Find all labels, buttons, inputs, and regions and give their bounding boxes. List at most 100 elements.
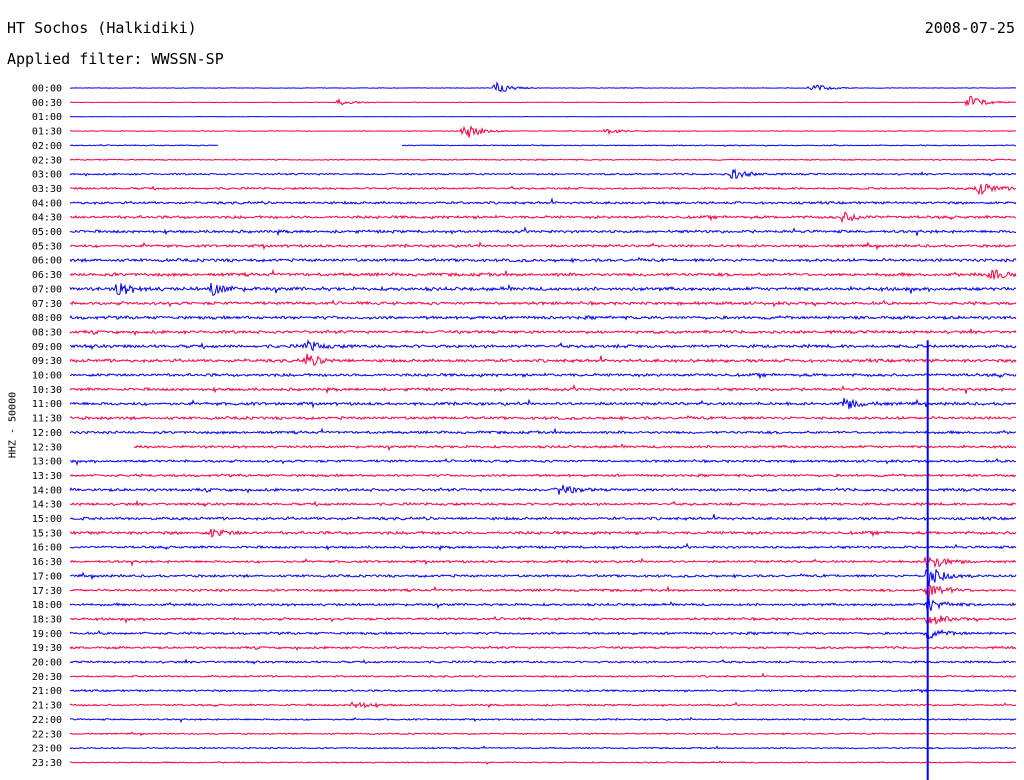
- trace-row-0630: [69, 268, 1017, 280]
- row-label-0100: 01:00: [32, 112, 62, 123]
- row-label-0330: 03:30: [32, 184, 62, 195]
- row-label-2200: 22:00: [32, 715, 62, 726]
- trace-row-2000: [69, 658, 1017, 665]
- filter-label: Applied filter: WWSSN-SP: [7, 50, 224, 68]
- trace-row-0100: [69, 115, 1017, 118]
- trace-row-2230: [69, 731, 1017, 737]
- trace-row-2100: [69, 688, 1017, 694]
- trace-row-0830: [69, 328, 1017, 337]
- row-label-2130: 21:30: [32, 701, 62, 712]
- row-label-2230: 22:30: [32, 729, 62, 740]
- row-label-0030: 00:30: [32, 98, 62, 109]
- row-label-0530: 05:30: [32, 241, 62, 252]
- trace-row-0000: [70, 81, 1017, 93]
- station-title: HT Sochos (Halkidiki): [7, 19, 197, 37]
- row-label-0130: 01:30: [32, 127, 62, 138]
- row-label-1000: 10:00: [32, 371, 62, 382]
- trace-row-1000: [69, 372, 1017, 380]
- trace-row-0730: [69, 299, 1017, 308]
- trace-row-0430: [69, 211, 1017, 224]
- trace-row-0900: [70, 338, 1017, 352]
- row-label-0200: 02:00: [32, 141, 62, 152]
- trace-row-1900: [69, 628, 1016, 640]
- row-label-0900: 09:00: [32, 342, 62, 353]
- row-label-1730: 17:30: [32, 586, 62, 597]
- row-label-1530: 15:30: [32, 528, 62, 539]
- trace-row-2030: [69, 672, 1017, 679]
- trace-row-1200: [69, 427, 1017, 435]
- row-label-0230: 02:30: [32, 155, 62, 166]
- trace-row-0200-seg1: [401, 143, 1016, 148]
- trace-row-2330: [69, 760, 1017, 765]
- row-label-1500: 15:00: [32, 514, 62, 525]
- row-label-1100: 11:00: [32, 399, 62, 410]
- trace-row-1600: [70, 542, 1017, 552]
- trace-row-0800: [69, 314, 1017, 321]
- row-label-0830: 08:30: [32, 327, 62, 338]
- row-label-1900: 19:00: [32, 629, 62, 640]
- row-labels: 00:00 00:30 01:00 01:30 02:00 02:30 03:00 03:30…: [32, 84, 62, 769]
- trace-row-1400: [69, 484, 1017, 495]
- row-label-2000: 20:00: [32, 658, 62, 669]
- row-label-1700: 17:00: [32, 571, 62, 582]
- trace-row-0230: [69, 158, 1017, 162]
- trace-row-1330: [69, 473, 1017, 478]
- row-label-0700: 07:00: [32, 284, 62, 295]
- row-label-1130: 11:30: [32, 414, 62, 425]
- row-label-2300: 23:00: [32, 744, 62, 755]
- trace-row-0130: [69, 124, 1017, 138]
- row-label-1030: 10:30: [32, 385, 62, 396]
- row-label-1300: 13:00: [32, 457, 62, 468]
- trace-row-1730: [69, 584, 1017, 601]
- row-label-2030: 20:30: [32, 672, 62, 683]
- trace-row-0530: [69, 241, 1017, 251]
- row-label-0400: 04:00: [32, 198, 62, 209]
- row-label-0430: 04:30: [32, 213, 62, 224]
- trace-row-1500: [69, 514, 1017, 522]
- trace-row-1800: [69, 598, 1017, 611]
- trace-row-0400: [69, 197, 1017, 206]
- row-label-1330: 13:30: [32, 471, 62, 482]
- trace-rows: [69, 81, 1017, 780]
- trace-row-0500: [69, 226, 1017, 237]
- row-label-1230: 12:30: [32, 442, 62, 453]
- row-label-1600: 16:00: [32, 543, 62, 554]
- trace-row-1430: [69, 499, 1017, 508]
- trace-row-0930: [69, 353, 1017, 366]
- trace-row-2130: [69, 701, 1017, 709]
- trace-row-0200-seg0: [69, 143, 219, 147]
- trace-row-1830: [69, 615, 1017, 625]
- trace-row-0030: [69, 95, 1017, 107]
- row-label-1430: 14:30: [32, 500, 62, 511]
- trace-row-0300: [69, 168, 1017, 180]
- trace-row-1030: [69, 384, 1017, 395]
- row-label-1830: 18:30: [32, 614, 62, 625]
- trace-row-0330: [69, 183, 1017, 196]
- row-label-1400: 14:00: [32, 485, 62, 496]
- trace-row-1130: [69, 414, 1017, 422]
- row-label-0500: 05:00: [32, 227, 62, 238]
- trace-row-1700: [69, 568, 1017, 587]
- row-label-2100: 21:00: [32, 686, 62, 697]
- row-label-0930: 09:30: [32, 356, 62, 367]
- trace-row-1230: [133, 443, 1017, 452]
- trace-row-1100: [69, 397, 1016, 410]
- row-label-2330: 23:30: [32, 758, 62, 769]
- row-label-1200: 12:00: [32, 428, 62, 439]
- record-date: 2008-07-25: [924, 19, 1015, 37]
- row-label-0600: 06:00: [32, 256, 62, 267]
- row-label-1630: 16:30: [32, 557, 62, 568]
- trace-row-0700: [69, 283, 1017, 296]
- trace-row-1630: [69, 556, 1017, 569]
- trace-row-1530: [69, 528, 1017, 538]
- row-label-0630: 06:30: [32, 270, 62, 281]
- row-label-0730: 07:30: [32, 299, 62, 310]
- trace-row-2300: [69, 745, 1017, 750]
- row-label-0000: 00:00: [32, 84, 62, 95]
- row-label-0300: 03:00: [32, 170, 62, 181]
- trace-row-2200: [69, 716, 1017, 724]
- row-label-1930: 19:30: [32, 643, 62, 654]
- trace-row-1930: [69, 645, 1017, 651]
- row-label-1800: 18:00: [32, 600, 62, 611]
